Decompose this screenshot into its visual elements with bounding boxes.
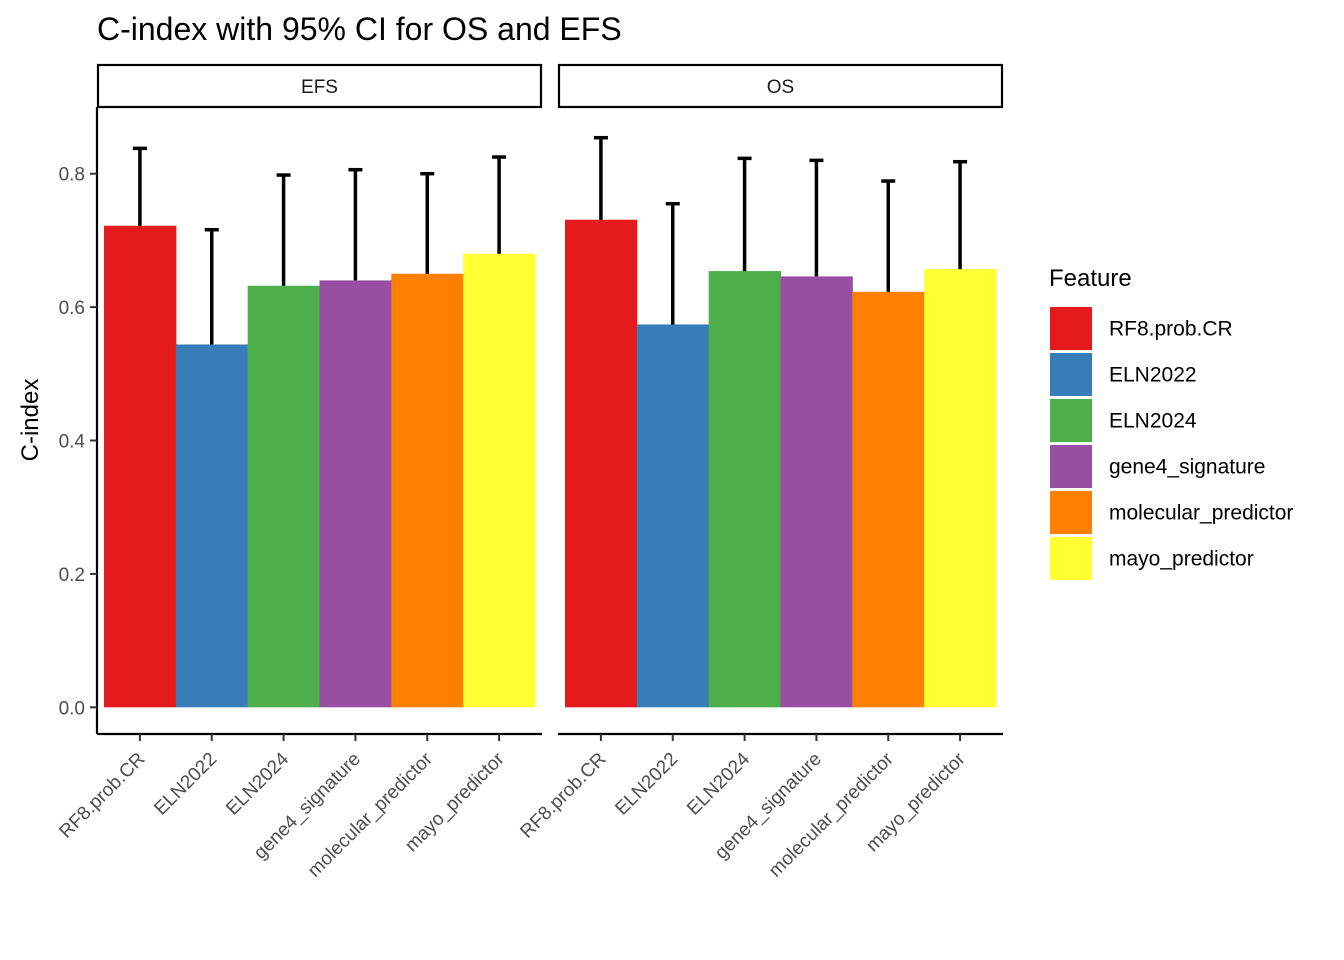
y-tick-label: 0.8 <box>59 165 85 186</box>
legend-key-mayo-predictor <box>1050 537 1092 580</box>
x-tick-label: ELN2022 <box>611 749 682 820</box>
y-tick-label: 0.2 <box>59 565 85 586</box>
y-axis-title: C-index <box>17 379 44 462</box>
bar-os-molecular-predictor <box>852 291 925 708</box>
legend: Feature RF8.prob.CR ELN2022 ELN2024 gene4_s… <box>1049 265 1293 580</box>
bar-os-mayo-predictor <box>924 269 997 708</box>
legend-label-rf8-prob-cr: RF8.prob.CR <box>1109 318 1233 341</box>
y-tick-label: 0.4 <box>59 432 86 453</box>
legend-label-gene4-signature: gene4_signature <box>1109 456 1265 479</box>
bar-os-eln2024 <box>708 271 781 708</box>
bar-efs-molecular-predictor <box>391 273 464 708</box>
strip-label-os: OS <box>767 77 794 98</box>
x-tick-label: RF8.prob.CR <box>516 749 610 843</box>
legend-label-molecular-predictor: molecular_predictor <box>1109 502 1293 525</box>
bar-efs-gene4-signature <box>319 280 392 708</box>
x-tick-label: RF8.prob.CR <box>55 749 149 843</box>
y-tick-label: 0.0 <box>59 698 85 719</box>
x-tick-label: molecular_predictor <box>304 748 437 881</box>
bar-os-gene4-signature <box>780 276 853 708</box>
x-tick-label: molecular_predictor <box>765 748 898 881</box>
legend-key-molecular-predictor <box>1050 491 1092 534</box>
x-tick-label: ELN2022 <box>150 749 221 820</box>
strip-label-efs: EFS <box>301 77 338 98</box>
strip-box <box>557 63 1004 109</box>
chart-title: C-index with 95% CI for OS and EFS <box>97 11 622 47</box>
x-tick-label: ELN2024 <box>222 748 293 819</box>
bar-efs-mayo-predictor <box>463 253 536 708</box>
y-tick-label: 0.6 <box>59 298 85 319</box>
bar-efs-eln2022 <box>175 344 249 708</box>
legend-title: Feature <box>1049 265 1132 292</box>
legend-key-eln2022 <box>1050 353 1092 396</box>
bar-efs-rf8-prob-cr <box>104 225 177 708</box>
bar-os-rf8-prob-cr <box>565 219 638 708</box>
legend-label-mayo-predictor: mayo_predictor <box>1109 548 1254 571</box>
y-axis: 0.0 0.2 0.4 0.6 0.8 <box>59 107 99 734</box>
legend-key-eln2024 <box>1050 399 1092 442</box>
legend-key-gene4-signature <box>1050 445 1092 488</box>
legend-key-rf8-prob-cr <box>1050 307 1092 350</box>
strip-box <box>96 63 543 109</box>
x-tick-label: ELN2024 <box>683 748 754 819</box>
legend-label-eln2024: ELN2024 <box>1109 410 1197 433</box>
legend-label-eln2022: ELN2022 <box>1109 364 1197 387</box>
bar-efs-eln2024 <box>247 285 320 708</box>
bar-os-eln2022 <box>636 324 710 708</box>
